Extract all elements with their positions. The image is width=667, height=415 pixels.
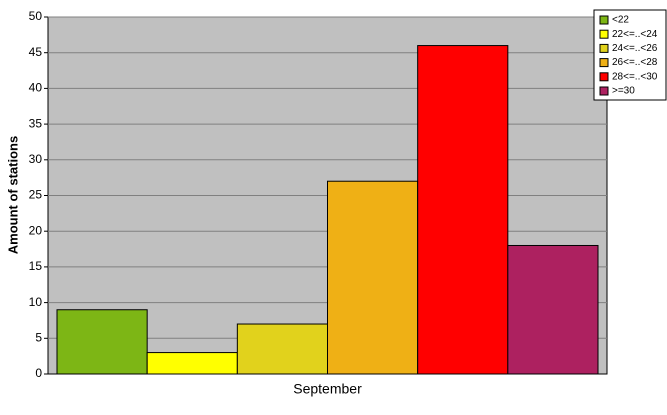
legend-swatch <box>599 43 609 53</box>
legend-swatch <box>599 15 609 25</box>
legend-label: 24<=..<26 <box>612 43 658 54</box>
bar <box>146 352 238 375</box>
legend-swatch <box>599 86 609 96</box>
legend-swatch <box>599 58 609 68</box>
y-tick-label: 0 <box>35 366 42 380</box>
bar <box>327 180 419 375</box>
legend: <22 22<=..<24 24<=..<26 26<=..<28 28<=..<30 >… <box>593 9 667 101</box>
y-tick-label: 20 <box>29 223 43 237</box>
legend-label: >=30 <box>612 86 635 97</box>
y-axis-title: Amount of stations <box>5 136 20 254</box>
legend-label: 26<=..<28 <box>612 57 658 68</box>
bar <box>507 244 599 375</box>
legend-box <box>593 9 667 101</box>
legend-swatch <box>599 72 609 82</box>
legend-label: <22 <box>612 15 629 26</box>
y-tick-label: 50 <box>29 9 43 23</box>
y-tick-label: 15 <box>29 259 43 273</box>
legend-label: 22<=..<24 <box>612 29 658 40</box>
x-tick-label: September <box>293 381 362 397</box>
y-tick-label: 30 <box>29 152 43 166</box>
bars <box>56 45 599 375</box>
bar <box>56 309 148 375</box>
y-tick-label: 35 <box>29 116 43 130</box>
y-tick-label: 45 <box>29 45 43 59</box>
y-tick-label: 25 <box>29 188 43 202</box>
y-tick-label: 5 <box>35 330 42 344</box>
bar <box>417 45 509 375</box>
y-tick-label: 10 <box>29 295 43 309</box>
bar <box>236 323 328 375</box>
legend-swatch <box>599 29 609 39</box>
y-tick-label: 40 <box>29 81 43 95</box>
legend-label: 28<=..<30 <box>612 71 658 82</box>
